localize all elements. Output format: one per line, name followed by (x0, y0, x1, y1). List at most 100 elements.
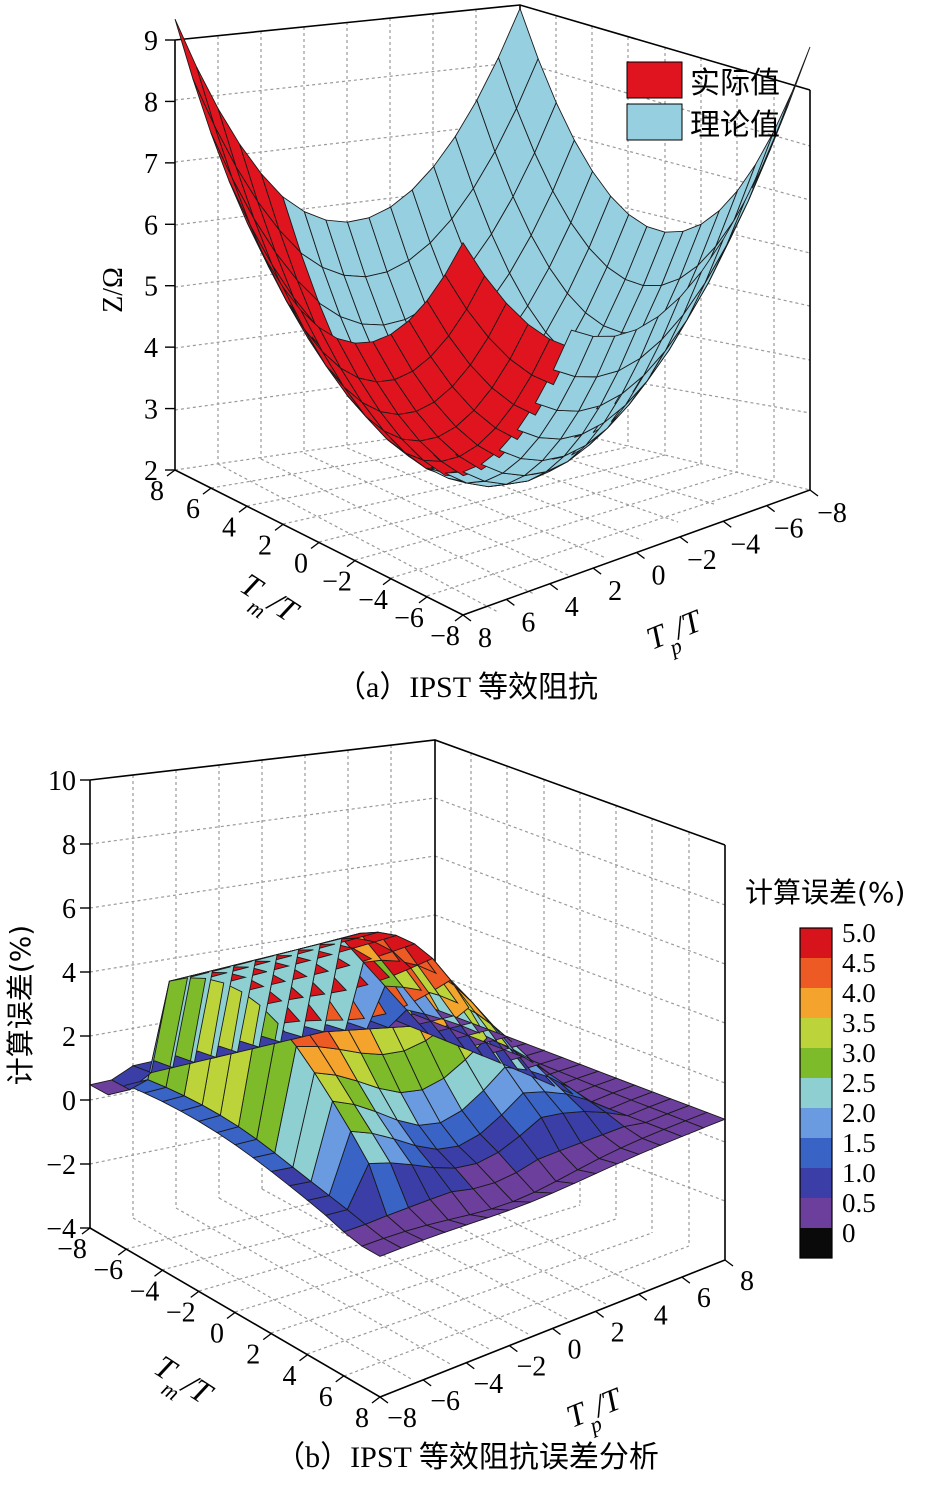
colorbar-bin (800, 1018, 832, 1048)
y-tick-label: −8 (817, 498, 847, 529)
colorbar-label: 2.0 (842, 1098, 876, 1128)
panel-a-y-label: Tp/T (641, 602, 712, 667)
x-tick-mark (454, 614, 464, 622)
z-tick-label: 10 (48, 766, 76, 797)
colorbar-bin (800, 928, 832, 958)
y-tick-label: 0 (652, 561, 666, 592)
y-tick-mark (766, 505, 776, 513)
y-tick-label: 6 (697, 1283, 711, 1314)
panel-a-z-label: Z/Ω (98, 267, 129, 313)
panel-b-x-label: Tm/T (142, 1348, 220, 1421)
x-tick-label: −6 (93, 1255, 123, 1286)
x-tick-mark (166, 469, 176, 477)
x-tick-label: −8 (57, 1234, 87, 1265)
y-tick-label: −6 (430, 1386, 460, 1417)
colorbar-bin (800, 1198, 832, 1228)
y-tick-mark (595, 1310, 605, 1318)
x-tick-mark (346, 560, 356, 568)
z-tick-label: 4 (144, 333, 158, 364)
colorbar-bin (800, 1048, 832, 1078)
x-tick-mark (335, 1375, 345, 1383)
surface-cell-actual (174, 18, 216, 127)
colorbar-label: 0.5 (842, 1188, 876, 1218)
z-tick-label: 6 (62, 894, 76, 925)
z-tick-label: 3 (144, 395, 158, 426)
z-tick-label: 7 (144, 149, 158, 180)
legend-label-actual: 实际值 (690, 66, 780, 101)
x-tick-mark (371, 1396, 381, 1404)
y-tick-mark (592, 567, 602, 575)
x-tick-mark (418, 596, 428, 604)
panel-b-surface (88, 931, 727, 1257)
z-tick-label: 4 (62, 958, 76, 989)
x-tick-mark (382, 578, 392, 586)
x-tick-label: 2 (246, 1340, 260, 1371)
y-tick-mark (379, 1396, 389, 1404)
colorbar-label: 3.0 (842, 1038, 876, 1068)
colorbar-label: 1.5 (842, 1128, 876, 1158)
y-tick-mark (549, 583, 559, 591)
x-tick-mark (262, 1333, 272, 1341)
x-tick-label: −8 (430, 621, 460, 652)
panel-b-caption: （b）IPST 等效阻抗误差分析 (275, 1441, 659, 1474)
y-tick-label: 8 (740, 1266, 754, 1297)
y-tick-label: −4 (473, 1369, 503, 1400)
colorbar-label: 0 (842, 1218, 856, 1248)
x-tick-label: 8 (150, 476, 164, 507)
panel-b-colorbar: 计算误差(%) 5.04.54.03.53.02.52.01.51.00.50 (745, 876, 905, 1259)
x-tick-label: 6 (319, 1382, 333, 1413)
colorbar-label: 4.0 (842, 978, 876, 1008)
y-tick-label: −2 (687, 545, 717, 576)
y-tick-label: 6 (521, 607, 535, 638)
surface-cell-theory (769, 46, 811, 150)
z-tick-label: 6 (144, 210, 158, 241)
colorbar-label: 1.0 (842, 1158, 876, 1188)
y-tick-mark (722, 520, 732, 528)
colorbar-label: 2.5 (842, 1068, 876, 1098)
z-tick-label: 5 (144, 272, 158, 303)
y-tick-mark (505, 598, 515, 606)
colorbar-bin (800, 1168, 832, 1198)
z-tick-label: 0 (62, 1086, 76, 1117)
z-tick-label: −2 (46, 1150, 76, 1181)
colorbar-bin (800, 1108, 832, 1138)
z-tick-label: 2 (62, 1022, 76, 1053)
y-tick-mark (422, 1379, 432, 1387)
y-tick-mark (638, 1293, 648, 1301)
x-tick-label: −4 (130, 1276, 160, 1307)
x-tick-mark (117, 1248, 127, 1256)
x-tick-mark (81, 1227, 91, 1235)
colorbar-bin (800, 1078, 832, 1108)
x-tick-label: 4 (222, 512, 236, 543)
x-tick-label: −4 (358, 585, 388, 616)
y-tick-mark (465, 1362, 475, 1370)
colorbar-label: 5.0 (842, 918, 876, 948)
legend-label-theory: 理论值 (690, 108, 780, 143)
x-tick-mark (190, 1290, 200, 1298)
y-tick-mark (636, 551, 645, 560)
colorbar-bin (800, 1228, 832, 1258)
z-tick-label: 2 (144, 456, 158, 487)
y-tick-label: 4 (565, 592, 579, 623)
y-tick-mark (508, 1345, 518, 1353)
x-tick-mark (299, 1354, 308, 1362)
colorbar-bin (800, 958, 832, 988)
colorbar-bin (800, 1138, 832, 1168)
x-tick-label: 0 (294, 549, 308, 580)
surface-cell-theory (733, 131, 775, 221)
y-tick-mark (679, 536, 689, 544)
x-tick-mark (310, 541, 320, 550)
z-tick-label: 8 (62, 830, 76, 861)
y-tick-mark (809, 489, 819, 497)
colorbar-label: 4.5 (842, 948, 876, 978)
y-tick-label: 2 (608, 576, 622, 607)
x-tick-label: 6 (186, 494, 200, 525)
colorbar-border (799, 927, 833, 1259)
y-tick-mark (724, 1259, 734, 1267)
panel-b-y-label: Tp/T (561, 1380, 632, 1445)
